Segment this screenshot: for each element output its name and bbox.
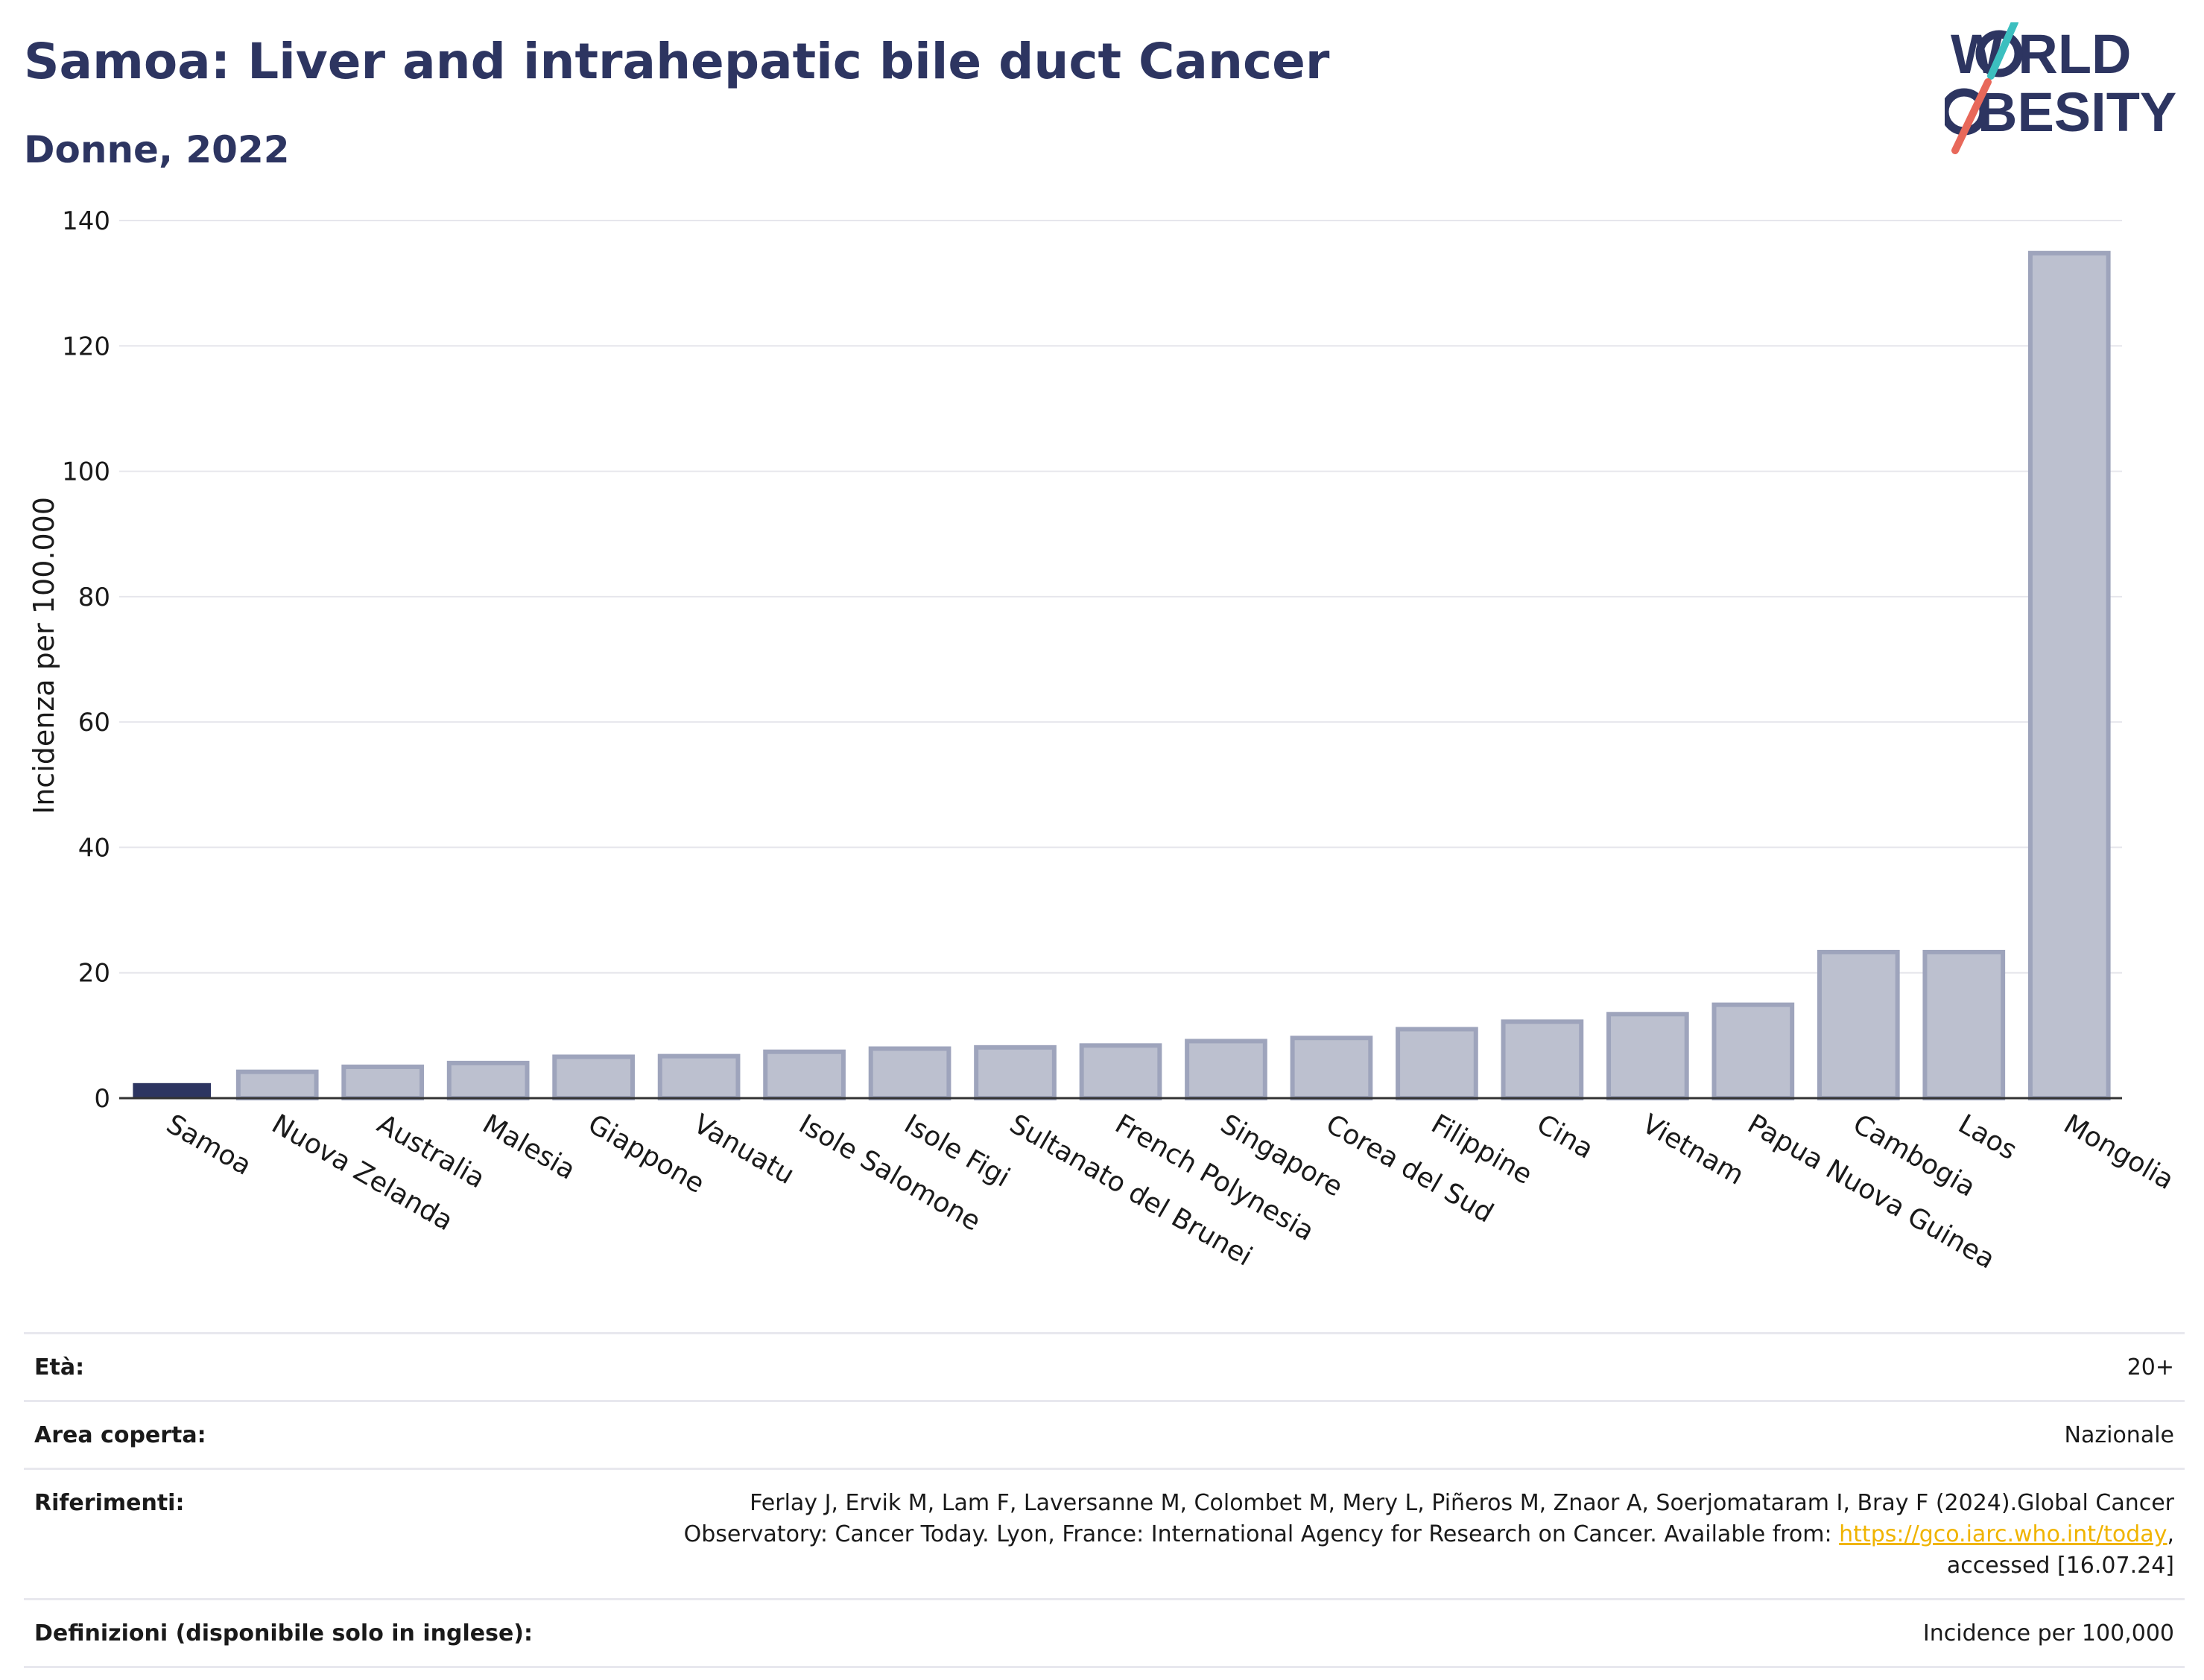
bar-australia bbox=[341, 1064, 425, 1101]
y-tick-label: 140 bbox=[62, 206, 110, 236]
info-label-definitions: Definizioni (disponibile solo in inglese… bbox=[34, 1620, 533, 1646]
bar-filippine bbox=[1396, 1027, 1478, 1101]
bar-vanuatu bbox=[657, 1053, 741, 1100]
reference-line-3: accessed [16.07.24] bbox=[1946, 1553, 2174, 1579]
info-row-age: Età: 20+ bbox=[24, 1332, 2185, 1400]
bar-isole-figi bbox=[868, 1046, 951, 1100]
logo-slash-red bbox=[1951, 78, 1992, 154]
info-row-area: Area coperta: Nazionale bbox=[24, 1400, 2185, 1468]
bars bbox=[133, 250, 2111, 1101]
y-axis-label: Incidenza per 100.000 bbox=[28, 497, 60, 814]
category-label: Cina bbox=[1531, 1109, 1598, 1165]
bar-nuova-zelanda bbox=[235, 1069, 319, 1101]
bar-cina bbox=[1501, 1019, 1584, 1100]
category-label: Vietnam bbox=[1637, 1109, 1749, 1191]
y-tick-label: 100 bbox=[62, 457, 110, 487]
category-label: Giappone bbox=[583, 1109, 709, 1199]
info-value-references: Ferlay J, Ervik M, Lam F, Laversanne M, … bbox=[214, 1488, 2174, 1582]
logo-text-obesity: BESITY bbox=[1977, 81, 2176, 143]
world-obesity-logo: W RLD BESITY bbox=[1945, 22, 2176, 154]
info-label-age: Età: bbox=[34, 1354, 85, 1381]
bar-chart: 0 20 40 60 80 100 120 140 Samoa Nuova ZelandaAus… bbox=[28, 206, 2179, 1275]
reference-line-2-end: , bbox=[2167, 1521, 2174, 1547]
y-tick-label: 40 bbox=[78, 833, 110, 863]
logo-o-top bbox=[1975, 30, 2023, 77]
bar-cambogia bbox=[1817, 949, 1900, 1100]
bar-vietnam bbox=[1606, 1012, 1689, 1100]
chart-subtitle: Donne, 2022 bbox=[24, 128, 290, 171]
info-value-definitions: Incidence per 100,000 bbox=[1922, 1620, 2174, 1646]
category-label: Malesia bbox=[478, 1109, 580, 1186]
bar-singapore bbox=[1185, 1039, 1267, 1101]
reference-line-2: Observatory: Cancer Today. Lyon, France:… bbox=[214, 1519, 2174, 1550]
reference-link[interactable]: https://gco.iarc.who.int/today bbox=[1839, 1521, 2167, 1547]
bar-laos bbox=[1922, 949, 2006, 1100]
bar-giappone bbox=[552, 1054, 635, 1100]
info-label-references: Riferimenti: bbox=[34, 1490, 185, 1516]
info-value-age: 20+ bbox=[2127, 1354, 2174, 1381]
bar-isole-salomone bbox=[763, 1049, 846, 1100]
y-tick-label: 0 bbox=[94, 1084, 110, 1114]
y-tick-label: 120 bbox=[62, 332, 110, 361]
info-row-references: Riferimenti: Ferlay J, Ervik M, Lam F, L… bbox=[24, 1468, 2185, 1598]
bar-samoa bbox=[133, 1083, 212, 1098]
reference-line-2-text: Observatory: Cancer Today. Lyon, France:… bbox=[683, 1521, 1840, 1547]
bar-malesia bbox=[446, 1060, 530, 1101]
category-label: Isole Salomone bbox=[794, 1109, 986, 1237]
info-label-area: Area coperta: bbox=[34, 1422, 206, 1448]
bar-sultanato-del-brunei bbox=[974, 1045, 1057, 1100]
bar-french-polynesia bbox=[1079, 1043, 1162, 1100]
gridlines bbox=[119, 220, 2122, 974]
reference-line-1: Ferlay J, Ervik M, Lam F, Laversanne M, … bbox=[750, 1490, 2174, 1516]
y-tick-label: 20 bbox=[78, 959, 110, 989]
bar-papua-nuova-guinea bbox=[1711, 1002, 1795, 1101]
category-label: Mongolia bbox=[2059, 1109, 2179, 1196]
y-tick-label: 80 bbox=[78, 583, 110, 612]
category-label: Laos bbox=[1953, 1109, 2021, 1166]
info-table: Età: 20+ Area coperta: Nazionale Riferim… bbox=[24, 1332, 2185, 1668]
category-label: Samoa bbox=[161, 1109, 256, 1182]
category-label: Nuova Zelanda bbox=[267, 1109, 458, 1237]
bar-corea-del-sud bbox=[1290, 1036, 1373, 1101]
y-tick-label: 60 bbox=[78, 708, 110, 738]
info-row-definitions: Definizioni (disponibile solo in inglese… bbox=[24, 1598, 2185, 1668]
chart-title: Samoa: Liver and intrahepatic bile duct … bbox=[24, 33, 1330, 90]
info-value-area: Nazionale bbox=[2064, 1422, 2174, 1448]
logo-slash-teal bbox=[1987, 22, 2018, 80]
y-tick-labels: 0 20 40 60 80 100 120 140 bbox=[62, 206, 110, 1114]
bar-mongolia bbox=[2027, 250, 2111, 1100]
